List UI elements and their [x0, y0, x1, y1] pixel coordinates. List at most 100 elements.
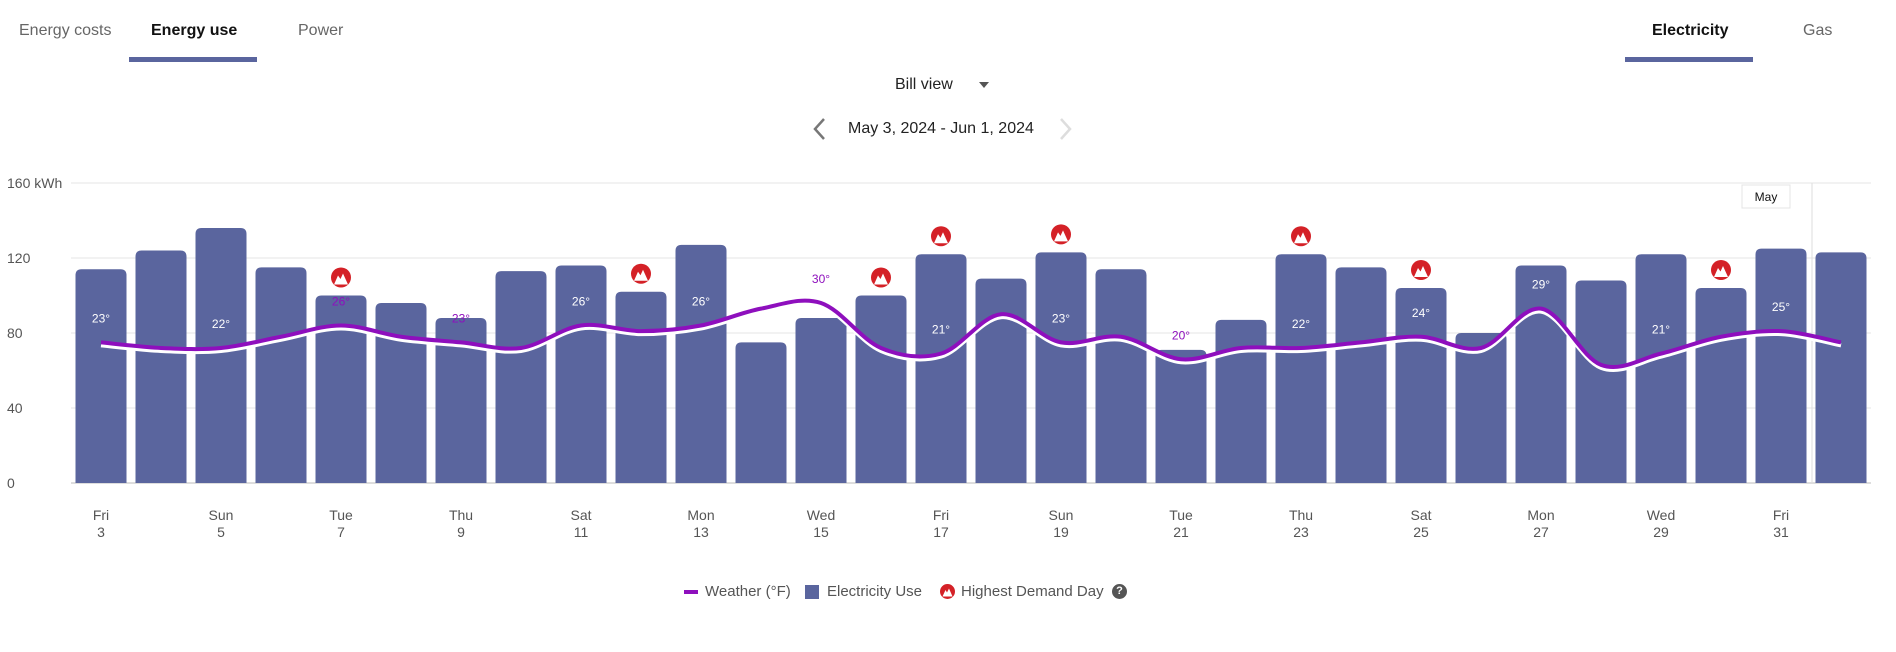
- usage-bar: [1515, 265, 1567, 483]
- x-tick-day: Fri: [933, 507, 949, 523]
- legend-weather[interactable]: Weather (°F): [684, 583, 791, 601]
- usage-bar: [855, 295, 907, 483]
- x-tick-date: 5: [217, 524, 225, 540]
- highest-demand-icon: [1711, 260, 1731, 280]
- x-tick-date: 21: [1173, 524, 1189, 540]
- prev-period-button[interactable]: [810, 116, 830, 142]
- usage-bar: [1095, 269, 1147, 483]
- weather-line-outline: [100, 301, 1842, 373]
- month-marker-box: [1741, 184, 1791, 209]
- x-tick-day: Wed: [807, 507, 836, 523]
- tab-electricity[interactable]: Electricity: [1652, 22, 1729, 39]
- x-tick-date: 23: [1293, 524, 1309, 540]
- temperature-label: 24°: [1412, 306, 1430, 320]
- temperature-label: 22°: [212, 317, 230, 331]
- highest-demand-icon-peak: [1054, 230, 1068, 242]
- energy-use-chart: 0 40 80 120 160 kWh May 23° 22° 26° 23° 26° 26° 30° 2…: [7, 175, 1871, 540]
- active-fuel-indicator: [1625, 57, 1753, 62]
- usage-bar: [1275, 254, 1327, 483]
- highest-demand-icon: [1051, 224, 1071, 245]
- x-tick-date: 25: [1413, 524, 1429, 540]
- chevron-left-icon: [813, 118, 825, 140]
- temperature-label: 21°: [932, 323, 950, 337]
- temperature-label: 21°: [1652, 323, 1670, 337]
- x-tick-day: Wed: [1647, 507, 1676, 523]
- temperature-label: 26°: [572, 295, 590, 309]
- highest-demand-icon: [331, 267, 351, 288]
- usage-bar: [1215, 319, 1267, 483]
- usage-bar: [315, 295, 367, 483]
- highest-demand-icon: [1411, 260, 1431, 280]
- x-tick-date: 9: [457, 524, 465, 540]
- usage-bar: [495, 271, 547, 483]
- usage-bar: [135, 250, 187, 483]
- usage-bar: [615, 291, 667, 483]
- x-tick-day: Tue: [329, 507, 353, 523]
- caret-down-icon: [979, 81, 990, 88]
- x-tick-date: 11: [574, 524, 589, 540]
- usage-bar: [255, 267, 307, 483]
- temperature-label: 20°: [1172, 328, 1190, 342]
- x-tick-day: Thu: [1289, 507, 1313, 523]
- date-range-label: May 3, 2024 - Jun 1, 2024: [848, 120, 1034, 137]
- legend-line-swatch: [684, 589, 698, 594]
- usage-bar: [1335, 267, 1387, 483]
- usage-bar: [1635, 254, 1687, 483]
- x-tick-date: 3: [97, 524, 105, 540]
- highest-demand-icon-peak: [1294, 232, 1308, 244]
- x-tick-day: Sat: [1410, 507, 1431, 523]
- temperature-label: 23°: [1052, 311, 1070, 325]
- temperature-label: 29°: [1532, 278, 1550, 292]
- x-tick-day: Fri: [1773, 507, 1789, 523]
- x-tick-date: 7: [337, 524, 345, 540]
- highest-demand-icon-peak: [1714, 266, 1728, 277]
- y-tick-label: 0: [7, 475, 15, 491]
- x-tick-day: Sun: [1049, 507, 1074, 523]
- usage-bar: [1815, 252, 1867, 483]
- highest-demand-icon-peak: [874, 273, 888, 285]
- y-tick-label: 160 kWh: [7, 175, 62, 191]
- highest-demand-icon-peak: [1414, 266, 1428, 277]
- usage-bar: [1155, 349, 1207, 483]
- x-tick-day: Thu: [449, 507, 473, 523]
- usage-bar: [195, 228, 247, 483]
- usage-bar: [915, 254, 967, 483]
- temperature-label: 23°: [452, 311, 470, 325]
- tab-gas[interactable]: Gas: [1803, 22, 1833, 39]
- highest-demand-icon-peak: [334, 273, 348, 285]
- usage-bar: [75, 269, 127, 483]
- x-tick-day: Sat: [570, 507, 591, 523]
- tab-energy-costs[interactable]: Energy costs: [19, 22, 112, 39]
- view-select-value: Bill view: [895, 76, 953, 93]
- usage-bar: [555, 265, 607, 483]
- active-tab-indicator: [129, 57, 257, 62]
- highest-demand-icon-peak: [934, 232, 948, 244]
- temperature-label: 30°: [812, 272, 830, 286]
- view-select[interactable]: Bill view: [895, 76, 990, 94]
- usage-bar: [975, 278, 1027, 483]
- legend-usage[interactable]: Electricity Use: [805, 583, 922, 601]
- temperature-label: 23°: [92, 311, 110, 325]
- legend-usage-label: Electricity Use: [827, 583, 923, 600]
- usage-bar: [375, 303, 427, 483]
- month-marker-label: May: [1755, 190, 1778, 204]
- next-period-button[interactable]: [1055, 116, 1075, 142]
- x-tick-day: Mon: [687, 507, 714, 523]
- legend-demand-label: Highest Demand Day: [961, 583, 1104, 600]
- temperature-label: 25°: [1772, 300, 1790, 314]
- usage-bar: [675, 244, 727, 483]
- x-tick-day: Sun: [209, 507, 234, 523]
- temperature-label: 26°: [692, 295, 710, 309]
- highest-demand-icon: [940, 584, 955, 600]
- tab-power[interactable]: Power: [298, 22, 344, 39]
- usage-bar: [1575, 280, 1627, 483]
- x-tick-day: Mon: [1527, 507, 1554, 523]
- highest-demand-icon: [931, 226, 951, 247]
- x-tick-date: 17: [933, 524, 949, 540]
- question-circle-icon[interactable]: ?: [1112, 584, 1128, 600]
- legend-demand[interactable]: Highest Demand Day ?: [940, 583, 1128, 601]
- y-tick-label: 80: [7, 325, 23, 341]
- tab-energy-use[interactable]: Energy use: [151, 22, 238, 39]
- x-tick-date: 15: [813, 524, 829, 540]
- highest-demand-icon: [871, 267, 891, 288]
